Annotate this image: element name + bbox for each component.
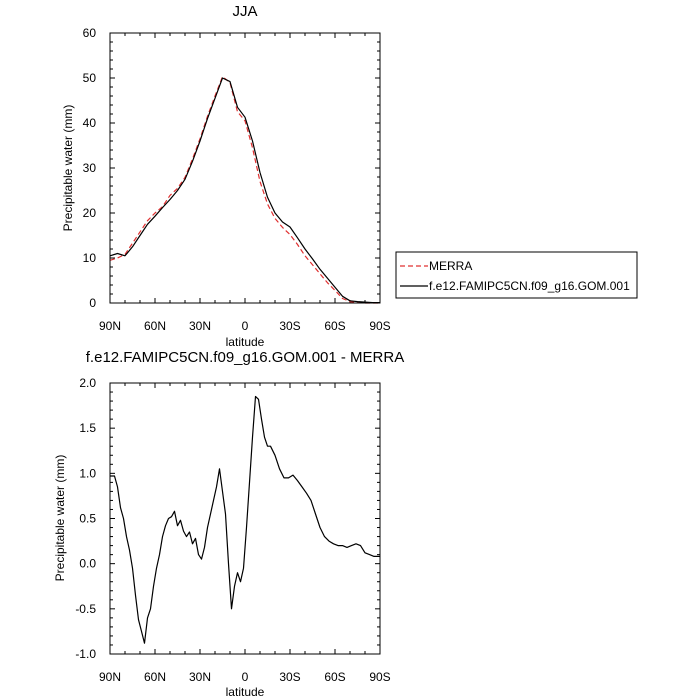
y-tick-label: 10 (83, 251, 97, 265)
y-tick-label: 1.5 (79, 421, 96, 435)
top-panel: JJA 90N 60N 30N 0 30S 60S 90S 0 10 20 30 40 50 60 la… (61, 3, 638, 349)
x-tick-label: 90S (369, 319, 390, 333)
x-tick-label: 60S (324, 670, 345, 684)
bottom-x-tick-labels: 90N 60N 30N 0 30S 60S 90S (99, 670, 391, 684)
y-tick-label: 0.5 (79, 512, 96, 526)
x-tick-label: 90S (369, 670, 390, 684)
top-ticks (109, 32, 381, 304)
series-line-difference (110, 395, 380, 644)
series-line-merra (109, 76, 380, 304)
x-tick-label: 30N (189, 319, 211, 333)
top-chart-title: JJA (232, 3, 257, 20)
bottom-x-axis-label: latitude (226, 685, 265, 699)
legend: MERRA f.e12.FAMIPC5CN.f09_g16.GOM.001 (395, 251, 638, 299)
y-tick-label: 60 (83, 26, 97, 40)
top-y-axis-label: Precipitable water (mm) (61, 105, 75, 232)
top-x-tick-labels: 90N 60N 30N 0 30S 60S 90S (99, 319, 391, 333)
y-tick-label: 20 (83, 206, 97, 220)
top-plot-frame (109, 32, 381, 304)
y-tick-label: 30 (83, 161, 97, 175)
y-tick-label: 1.0 (79, 466, 96, 480)
y-tick-label: -1.0 (75, 647, 96, 661)
x-tick-label: 90N (99, 670, 121, 684)
bottom-chart-title: f.e12.FAMIPC5CN.f09_g16.GOM.001 - MERRA (86, 349, 404, 366)
top-series-lines (109, 76, 380, 304)
legend-label-model: f.e12.FAMIPC5CN.f09_g16.GOM.001 (429, 279, 630, 293)
bottom-plot-frame (109, 382, 381, 655)
x-tick-label: 60S (324, 319, 345, 333)
bottom-panel: f.e12.FAMIPC5CN.f09_g16.GOM.001 - MERRA … (53, 349, 404, 699)
bottom-series-lines (110, 395, 380, 644)
x-tick-label: 90N (99, 319, 121, 333)
y-tick-label: 2.0 (79, 376, 96, 390)
x-tick-label: 0 (242, 670, 249, 684)
y-tick-label: 50 (83, 71, 97, 85)
bottom-y-axis-label: Precipitable water (mm) (53, 455, 67, 582)
x-tick-label: 30N (189, 670, 211, 684)
series-line-f-e12-famipc5cn-f09-g16-gom-001 (109, 77, 380, 304)
x-tick-label: 0 (242, 319, 249, 333)
y-tick-label: -0.5 (75, 602, 96, 616)
x-tick-label: 60N (144, 670, 166, 684)
x-tick-label: 60N (144, 319, 166, 333)
y-tick-label: 0.0 (79, 557, 96, 571)
y-tick-label: 0 (89, 296, 96, 310)
top-y-tick-labels: 0 10 20 30 40 50 60 (83, 26, 97, 310)
x-tick-label: 30S (279, 670, 300, 684)
legend-box (395, 251, 638, 299)
x-tick-label: 30S (279, 319, 300, 333)
top-x-axis-label: latitude (226, 335, 265, 349)
bottom-ticks (109, 382, 381, 655)
y-tick-label: 40 (83, 116, 97, 130)
legend-label-merra: MERRA (429, 259, 472, 273)
bottom-y-tick-labels: -1.0 -0.5 0.0 0.5 1.0 1.5 2.0 (75, 376, 96, 661)
